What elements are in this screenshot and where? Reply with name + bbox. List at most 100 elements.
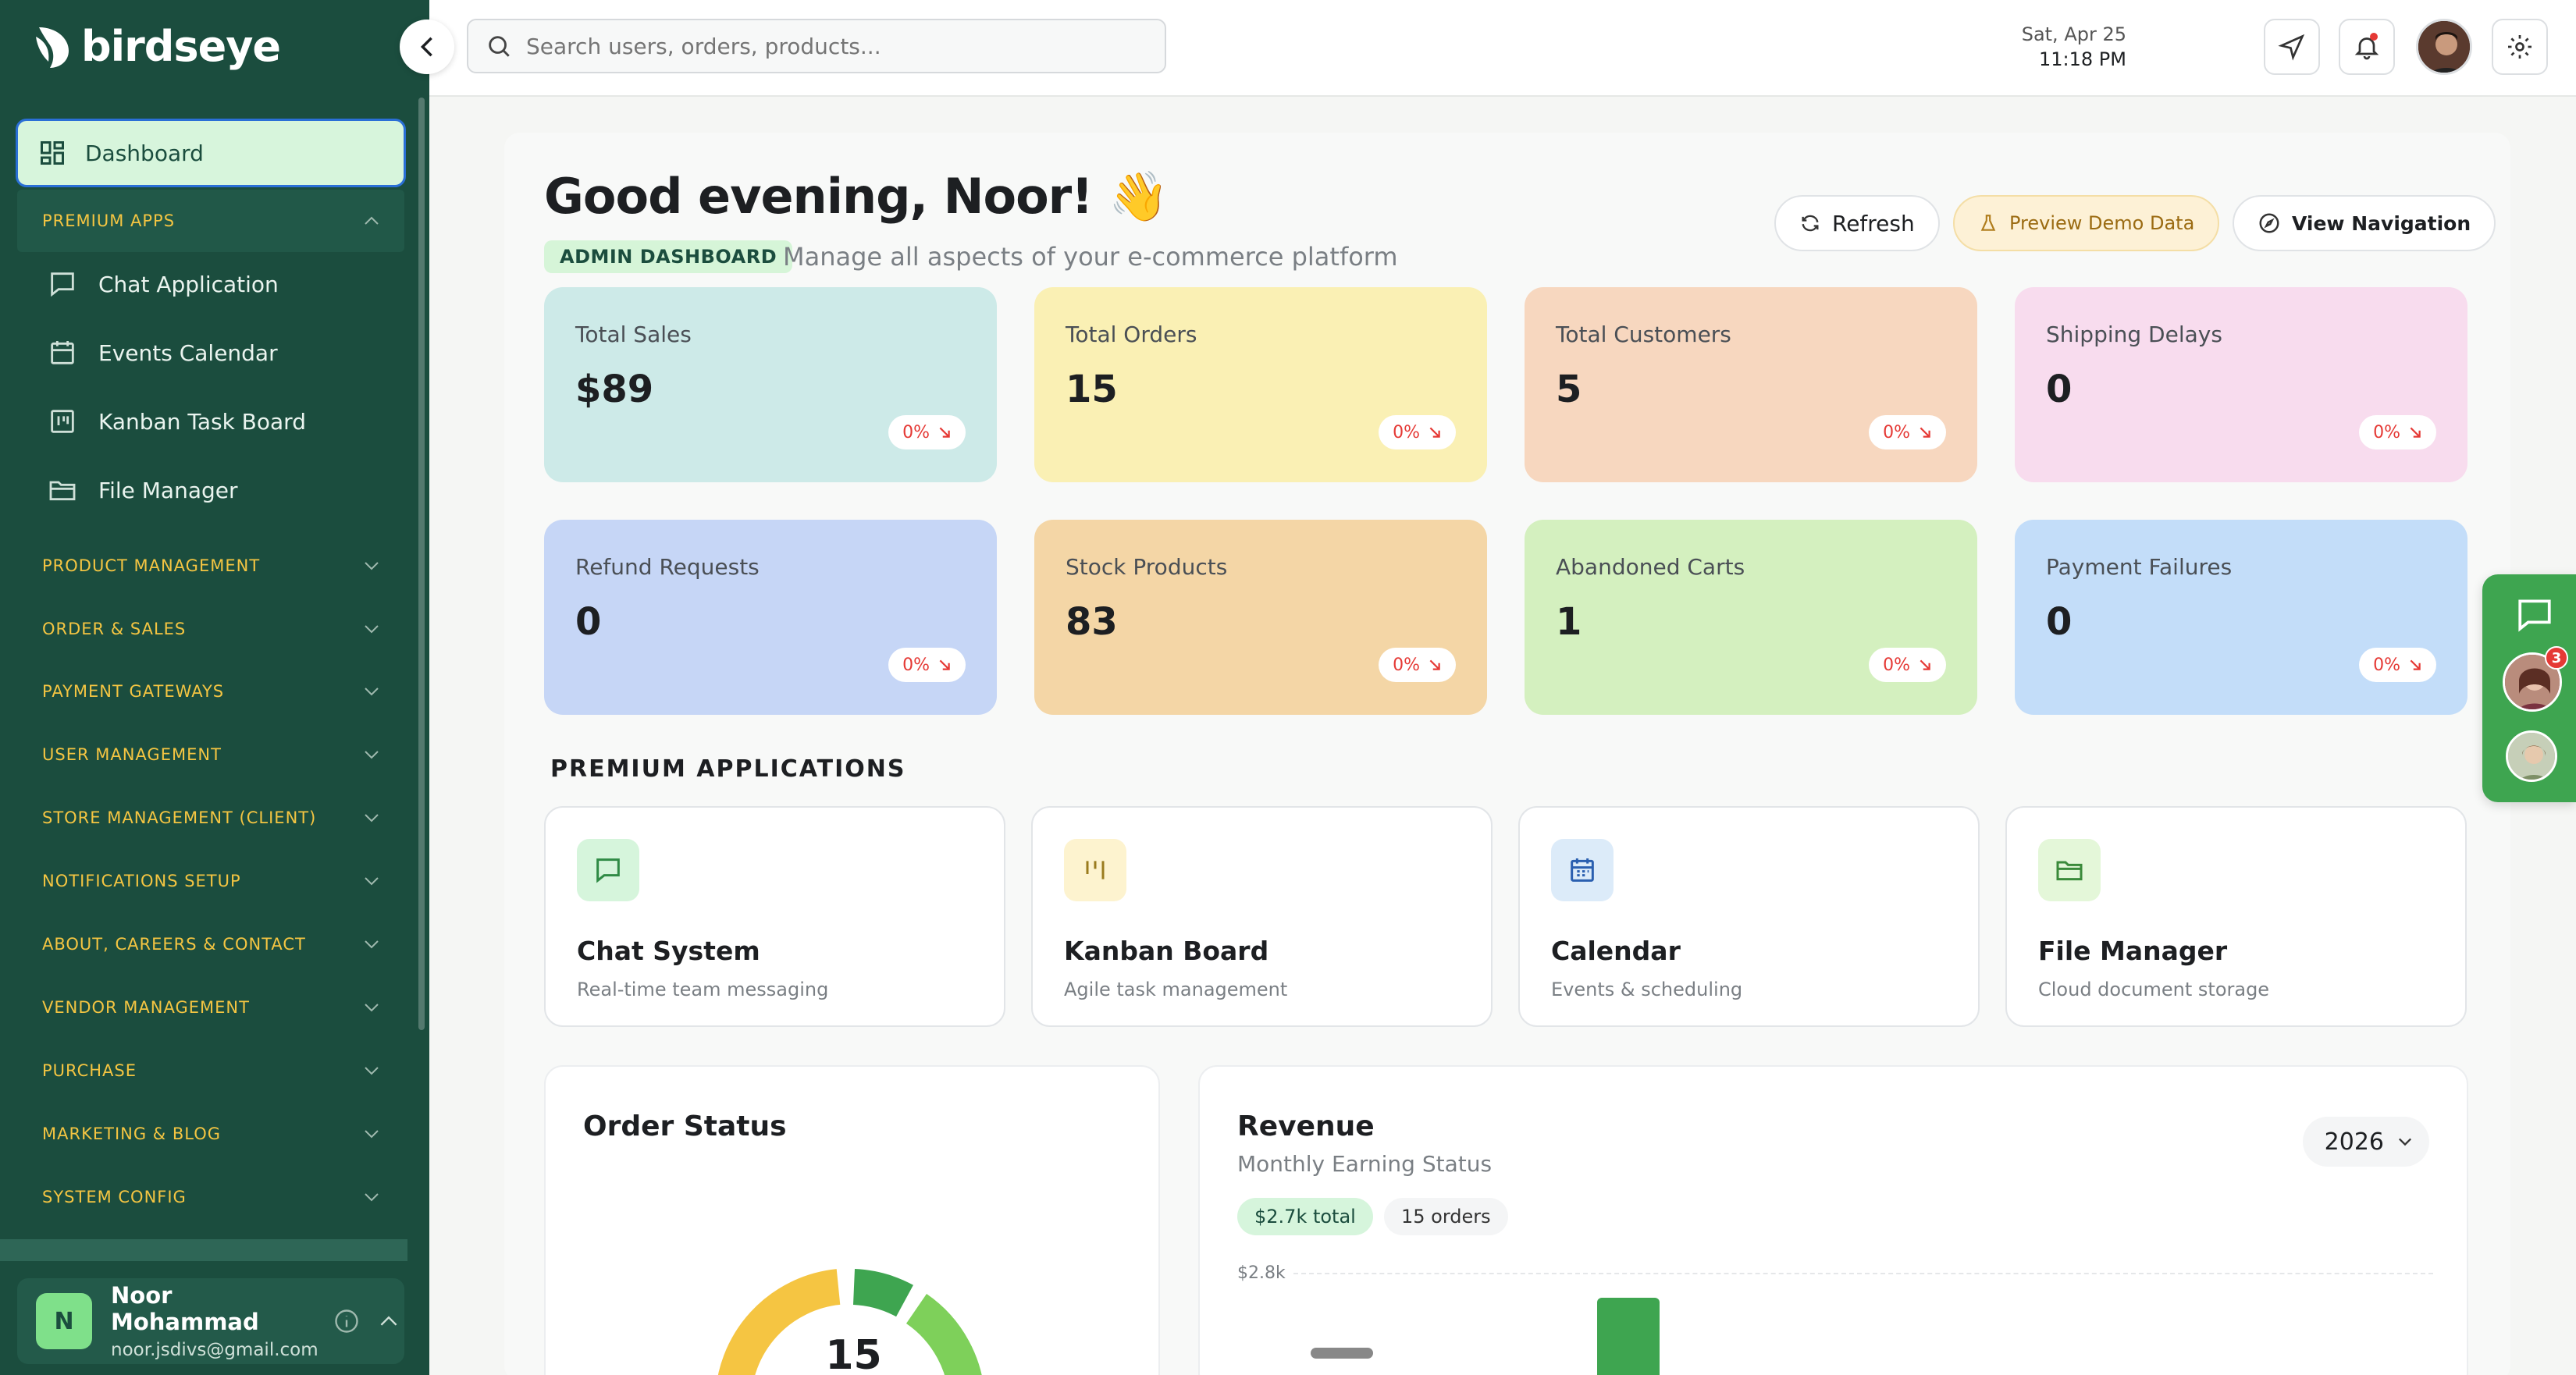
order-status-panel: Order Status 15 <box>544 1065 1160 1375</box>
section-purchase[interactable]: PURCHASE <box>17 1039 404 1102</box>
sidebar-item-kanban[interactable]: Kanban Task Board <box>47 398 306 445</box>
time-text: 11:18 PM <box>2039 48 2126 70</box>
stat-value: 83 <box>1066 600 1118 644</box>
chevron-up-icon[interactable] <box>379 1315 398 1327</box>
app-card-kanban-board[interactable]: Kanban Board Agile task management <box>1031 806 1493 1027</box>
chat-icon[interactable] <box>2515 596 2554 632</box>
refresh-label: Refresh <box>1832 210 1915 236</box>
sidebar-item-dashboard[interactable]: Dashboard <box>16 119 406 187</box>
flask-icon <box>1980 215 1996 231</box>
section-notifications-setup[interactable]: NOTIFICATIONS SETUP <box>17 850 404 912</box>
chevron-down-icon <box>365 688 379 696</box>
settings-button[interactable] <box>2492 19 2548 75</box>
donut-center-value: 15 <box>825 1332 882 1375</box>
contact-avatar-2[interactable] <box>2506 730 2557 782</box>
section-store-management[interactable]: STORE MANAGEMENT (CLIENT) <box>17 787 404 849</box>
user-avatar[interactable] <box>2416 19 2472 75</box>
stat-card-shipping-delays[interactable]: Shipping Delays 0 0% <box>2015 287 2467 482</box>
donut-segment-pending <box>717 1269 841 1375</box>
trend-down-icon <box>2410 659 2421 670</box>
section-label: PREMIUM APPS <box>42 211 176 230</box>
app-icon-box <box>2038 839 2101 901</box>
section-order-sales[interactable]: ORDER & SALES <box>17 598 404 660</box>
section-label: ORDER & SALES <box>42 620 187 638</box>
app-card-file-manager[interactable]: File Manager Cloud document storage <box>2005 806 2467 1027</box>
date-time: Sat, Apr 25 11:18 PM <box>2022 22 2126 72</box>
stat-card-total-orders[interactable]: Total Orders 15 0% <box>1034 287 1487 482</box>
section-label: STORE MANAGEMENT (CLIENT) <box>42 808 317 827</box>
section-user-management[interactable]: USER MANAGEMENT <box>17 723 404 786</box>
stat-label: Refund Requests <box>575 554 760 580</box>
page-subtitle: Manage all aspects of your e-commerce pl… <box>783 242 1398 272</box>
contact-avatar-1[interactable] <box>2503 652 2562 712</box>
panel-title: Revenue <box>1237 1110 1375 1142</box>
sidebar-item-chat[interactable]: Chat Application <box>47 261 279 307</box>
section-label: NOTIFICATIONS SETUP <box>42 872 241 890</box>
sidebar-horizontal-scrollbar[interactable] <box>0 1239 407 1261</box>
change-badge: 0% <box>1379 648 1456 682</box>
change-badge: 0% <box>1869 648 1946 682</box>
search-input[interactable] <box>526 33 1151 59</box>
stat-card-total-customers[interactable]: Total Customers 5 0% <box>1525 287 1977 482</box>
sidebar-item-calendar[interactable]: Events Calendar <box>47 329 278 376</box>
notifications-button[interactable] <box>2339 19 2395 75</box>
chevron-left-icon <box>420 37 432 57</box>
chevron-down-icon <box>365 1004 379 1012</box>
refresh-button[interactable]: Refresh <box>1774 195 1940 251</box>
stat-card-total-sales[interactable]: Total Sales $89 0% <box>544 287 997 482</box>
logo[interactable]: birdseye <box>34 22 281 71</box>
app-title: Chat System <box>577 936 760 966</box>
orders-count-pill: 15 orders <box>1384 1198 1508 1235</box>
section-system-config[interactable]: SYSTEM CONFIG <box>17 1166 404 1228</box>
chevron-down-icon <box>365 1067 379 1075</box>
app-card-chat-system[interactable]: Chat System Real-time team messaging <box>544 806 1005 1027</box>
revenue-bar-apr[interactable] <box>1597 1298 1660 1375</box>
floating-chat-widget: 3 <box>2482 574 2576 802</box>
send-icon <box>2278 34 2305 61</box>
section-label: USER MANAGEMENT <box>42 745 222 764</box>
avatar-image <box>2418 21 2470 73</box>
stat-label: Stock Products <box>1066 554 1228 580</box>
view-navigation-button[interactable]: View Navigation <box>2233 195 2496 251</box>
section-premium-apps[interactable]: PREMIUM APPS <box>17 190 404 252</box>
sidebar-item-file-manager[interactable]: File Manager <box>47 467 238 513</box>
preview-demo-data-button[interactable]: Preview Demo Data <box>1953 195 2220 251</box>
search-box[interactable] <box>467 19 1166 73</box>
section-title-premium: PREMIUM APPLICATIONS <box>550 755 906 783</box>
info-icon[interactable] <box>333 1307 361 1335</box>
year-value: 2026 <box>2324 1128 2384 1156</box>
chevron-down-icon <box>365 877 379 886</box>
stat-label: Abandoned Carts <box>1556 554 1745 580</box>
trend-down-icon <box>2410 427 2421 438</box>
app-icon-box <box>577 839 639 901</box>
send-button[interactable] <box>2264 19 2320 75</box>
chevron-down-icon <box>365 751 379 759</box>
section-vendor-management[interactable]: VENDOR MANAGEMENT <box>17 976 404 1039</box>
y-axis-tick: $2.8k <box>1237 1263 1286 1283</box>
sidebar-item-label: Kanban Task Board <box>98 408 306 435</box>
change-badge: 0% <box>1379 415 1456 449</box>
year-select[interactable]: 2026 <box>2302 1117 2429 1167</box>
stat-card-abandoned-carts[interactable]: Abandoned Carts 1 0% <box>1525 520 1977 715</box>
stat-card-payment-failures[interactable]: Payment Failures 0 0% <box>2015 520 2467 715</box>
section-label: MARKETING & BLOG <box>42 1125 222 1143</box>
donut-segment-delivered <box>906 1294 982 1375</box>
change-badge: 0% <box>2359 415 2436 449</box>
collapse-sidebar-button[interactable] <box>400 20 454 74</box>
section-label: SYSTEM CONFIG <box>42 1188 187 1206</box>
user-profile-card[interactable]: N Noor Mohammad noor.jsdivs@gmail.com <box>17 1278 404 1364</box>
stat-label: Total Customers <box>1556 322 1731 347</box>
section-marketing-blog[interactable]: MARKETING & BLOG <box>17 1103 404 1165</box>
panel-subtitle: Monthly Earning Status <box>1237 1151 1493 1177</box>
sidebar-scrollbar[interactable] <box>418 98 425 1030</box>
section-about-careers-contact[interactable]: ABOUT, CAREERS & CONTACT <box>17 913 404 975</box>
section-payment-gateways[interactable]: PAYMENT GATEWAYS <box>17 660 404 723</box>
app-desc: Agile task management <box>1064 979 1288 1000</box>
app-card-calendar[interactable]: Calendar Events & scheduling <box>1518 806 1980 1027</box>
section-product-management[interactable]: PRODUCT MANAGEMENT <box>17 535 404 597</box>
stat-label: Shipping Delays <box>2046 322 2222 347</box>
change-text: 0% <box>2373 422 2400 442</box>
stat-card-stock-products[interactable]: Stock Products 83 0% <box>1034 520 1487 715</box>
trend-down-icon <box>1920 659 1930 670</box>
stat-card-refund-requests[interactable]: Refund Requests 0 0% <box>544 520 997 715</box>
